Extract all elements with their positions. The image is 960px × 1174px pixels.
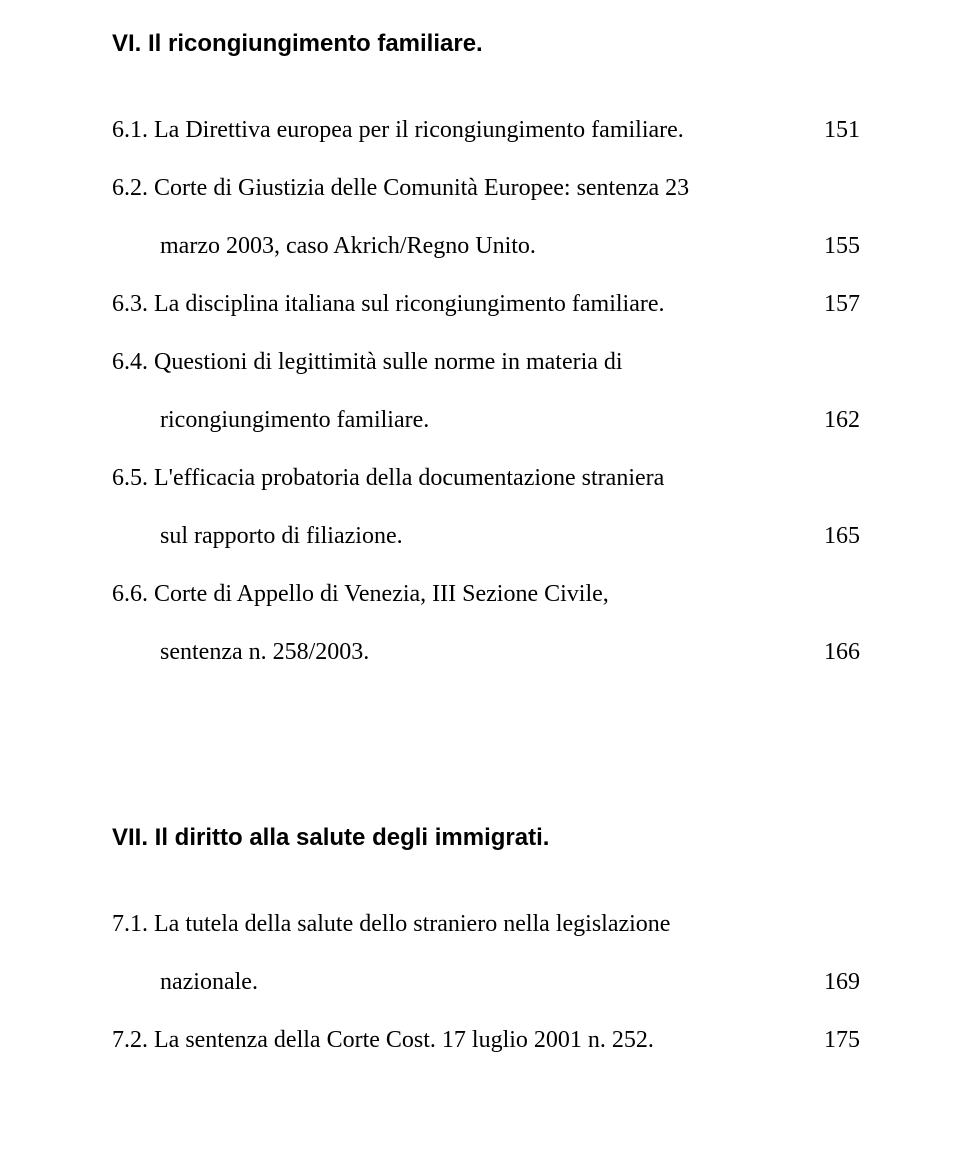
- toc-text-cont: marzo 2003, caso Akrich/Regno Unito.: [112, 234, 800, 258]
- toc-num: 6.1.: [112, 117, 148, 143]
- toc-num: 6.6.: [112, 581, 148, 607]
- toc-text-cont: sentenza n. 258/2003.: [112, 640, 800, 664]
- toc-entry-6-6: 6.6. Corte di Appello di Venezia, III Se…: [112, 582, 860, 606]
- toc-entry-6-6-cont: sentenza n. 258/2003. 166: [112, 640, 860, 664]
- toc-page: 169: [800, 970, 860, 994]
- toc-text-cont: ricongiungimento familiare.: [112, 408, 800, 432]
- toc-text: 7.1. La tutela della salute dello strani…: [112, 912, 800, 936]
- toc-num: 6.4.: [112, 349, 148, 375]
- toc-text-cont: nazionale.: [112, 970, 800, 994]
- toc-num: 7.2.: [112, 1027, 148, 1053]
- toc-num: 6.3.: [112, 291, 148, 317]
- toc-label: La Direttiva europea per il ricongiungim…: [154, 117, 684, 143]
- toc-page: 175: [800, 1028, 860, 1052]
- toc-label: Corte di Appello di Venezia, III Sezione…: [154, 581, 609, 607]
- toc-page: 151: [800, 118, 860, 142]
- toc-text: 6.5. L'efficacia probatoria della docume…: [112, 466, 800, 490]
- toc-text: 7.2. La sentenza della Corte Cost. 17 lu…: [112, 1028, 800, 1052]
- toc-text: 6.4. Questioni di legittimità sulle norm…: [112, 350, 800, 374]
- toc-label: Questioni di legittimità sulle norme in …: [154, 349, 623, 375]
- toc-label: L'efficacia probatoria della documentazi…: [154, 465, 664, 491]
- toc-text: 6.2. Corte di Giustizia delle Comunità E…: [112, 176, 800, 200]
- toc-num: 7.1.: [112, 911, 148, 937]
- page: VI. Il ricongiungimento familiare. 6.1. …: [0, 0, 960, 1174]
- toc-label: La disciplina italiana sul ricongiungime…: [154, 291, 665, 317]
- toc-entry-7-2: 7.2. La sentenza della Corte Cost. 17 lu…: [112, 1028, 860, 1052]
- toc-num: 6.2.: [112, 175, 148, 201]
- toc-label: Corte di Giustizia delle Comunità Europe…: [154, 175, 689, 201]
- toc-entry-6-5-cont: sul rapporto di filiazione. 165: [112, 524, 860, 548]
- section-7-title: VII. Il diritto alla salute degli immigr…: [112, 824, 860, 852]
- toc-entry-7-1-cont: nazionale. 169: [112, 970, 860, 994]
- toc-page: 157: [800, 292, 860, 316]
- toc-entry-6-2-cont: marzo 2003, caso Akrich/Regno Unito. 155: [112, 234, 860, 258]
- toc-entry-6-4: 6.4. Questioni di legittimità sulle norm…: [112, 350, 860, 374]
- toc-text-cont: sul rapporto di filiazione.: [112, 524, 800, 548]
- toc-entry-6-4-cont: ricongiungimento familiare. 162: [112, 408, 860, 432]
- toc-page: 162: [800, 408, 860, 432]
- toc-entry-7-1: 7.1. La tutela della salute dello strani…: [112, 912, 860, 936]
- toc-num: 6.5.: [112, 465, 148, 491]
- toc-entry-6-1: 6.1. La Direttiva europea per il ricongi…: [112, 118, 860, 142]
- toc-text: 6.6. Corte di Appello di Venezia, III Se…: [112, 582, 800, 606]
- toc-entry-6-2: 6.2. Corte di Giustizia delle Comunità E…: [112, 176, 860, 200]
- toc-entry-6-3: 6.3. La disciplina italiana sul ricongiu…: [112, 292, 860, 316]
- toc-page: 155: [800, 234, 860, 258]
- toc-text: 6.3. La disciplina italiana sul ricongiu…: [112, 292, 800, 316]
- toc-label: La tutela della salute dello straniero n…: [154, 911, 670, 937]
- toc-text: 6.1. La Direttiva europea per il ricongi…: [112, 118, 800, 142]
- toc-page: 166: [800, 640, 860, 664]
- section-6-title: VI. Il ricongiungimento familiare.: [112, 30, 860, 58]
- toc-label: La sentenza della Corte Cost. 17 luglio …: [154, 1027, 654, 1053]
- toc-entry-6-5: 6.5. L'efficacia probatoria della docume…: [112, 466, 860, 490]
- toc-page: 165: [800, 524, 860, 548]
